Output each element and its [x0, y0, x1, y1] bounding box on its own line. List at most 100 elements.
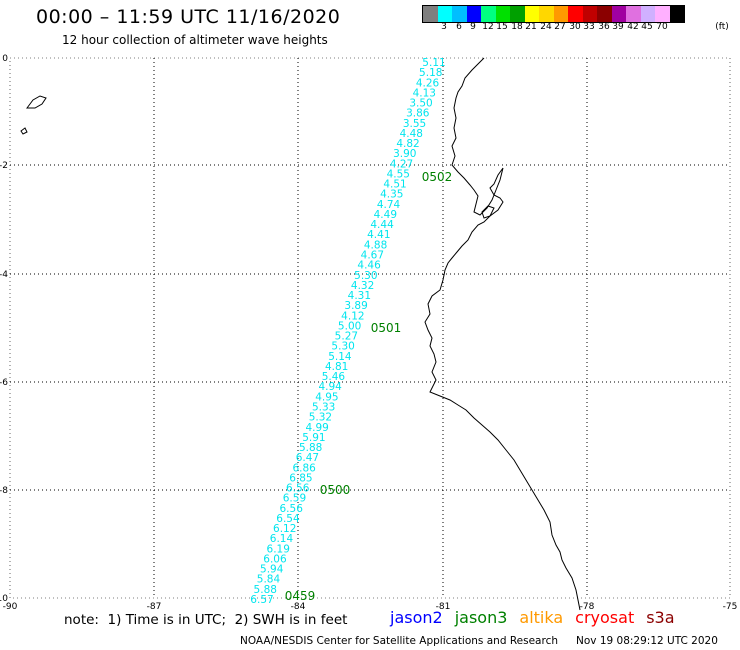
timestamp-text: Nov 19 08:29:12 UTC 2020: [576, 635, 718, 647]
scale-swatch: [481, 6, 496, 22]
wave-height-color-scale: [422, 5, 685, 23]
coastline: [20, 57, 581, 611]
longitude-tick-label: -75: [723, 602, 738, 612]
latitude-tick-label: -10: [0, 594, 8, 604]
wave-height-label: 4.48: [400, 128, 423, 140]
satellite-legend-s3a: s3a: [646, 608, 675, 627]
scale-swatch: [510, 6, 525, 22]
wave-height-label: 3.50: [409, 98, 432, 110]
wave-height-label: 4.82: [396, 138, 419, 150]
scale-swatch: [597, 6, 612, 22]
satellite-legend-jason3: jason3: [454, 608, 508, 627]
axis-labels: -90 -87 -84 -81 -78 -75 0 -2 -4 -6 -8 -10: [0, 54, 737, 612]
wave-height-label: 4.81: [325, 361, 348, 373]
satellite-legend-cryosat: cryosat: [575, 608, 635, 627]
wave-height-label: 5.30: [354, 270, 377, 282]
wave-height-label: 3.89: [344, 300, 367, 312]
wave-height-label: 5.84: [257, 574, 281, 586]
latitude-tick-label: 0: [2, 54, 8, 64]
scale-swatch: [423, 6, 438, 22]
scale-label: 3: [441, 22, 447, 32]
wave-height-label: 4.74: [377, 199, 401, 211]
wave-height-label: 3.55: [403, 118, 426, 130]
scale-label: 9: [470, 22, 476, 32]
scale-swatch: [640, 6, 655, 22]
time-label: 0459: [285, 589, 316, 603]
wave-height-label: 4.13: [413, 87, 436, 99]
wave-height-label: 4.88: [364, 239, 387, 251]
wave-height-label: 5.88: [299, 442, 322, 454]
scale-label: 70: [656, 22, 668, 32]
longitude-tick-label: -90: [3, 602, 18, 612]
longitude-tick-label: -81: [436, 602, 451, 612]
wave-height-label: 4.67: [361, 250, 384, 262]
satellite-legend-jason2: jason2: [390, 608, 443, 627]
wave-height-label: 4.26: [416, 77, 440, 89]
scale-unit-label: (ft): [715, 22, 729, 32]
scale-label: 15: [496, 22, 508, 32]
wave-height-label: 4.49: [374, 209, 397, 221]
wave-height-label: 6.54: [276, 513, 300, 525]
wave-height-label: 3.90: [393, 148, 416, 160]
map-frame: [9, 57, 731, 599]
latitude-tick-label: -4: [0, 270, 8, 280]
scale-swatch: [495, 6, 510, 22]
longitude-tick-label: -87: [147, 602, 162, 612]
scale-swatch: [466, 6, 481, 22]
wave-height-label: 4.35: [380, 189, 403, 201]
wave-height-label: 5.00: [338, 320, 361, 332]
color-scale-labels: 3 6 9 12 15 18 21 24 27 30 33 36 39 42 45 70 (ft): [422, 22, 740, 34]
satellite-track-jason3: 5.115.184.264.133.503.863.554.484.823.90…: [250, 57, 452, 606]
wave-height-label: 6.56: [280, 503, 304, 515]
wave-height-label: 4.41: [367, 229, 390, 241]
wave-height-label: 5.33: [312, 401, 335, 413]
wave-height-label: 4.44: [370, 219, 394, 231]
wave-height-label: 5.94: [260, 564, 284, 576]
scale-swatch: [582, 6, 597, 22]
wave-height-label: 4.32: [351, 280, 374, 292]
time-label: 0502: [422, 170, 453, 184]
wave-height-label: 3.86: [406, 108, 430, 120]
scale-label: 6: [456, 22, 462, 32]
wave-height-label: 4.55: [387, 168, 410, 180]
scale-swatch: [539, 6, 554, 22]
wave-height-label: 6.14: [270, 533, 294, 545]
wave-height-label: 5.27: [335, 331, 358, 343]
south-america-coastline: [424, 57, 581, 611]
credit-text: NOAA/NESDIS Center for Satellite Applica…: [240, 635, 558, 647]
galapagos-islet: [20, 127, 28, 135]
map-title: 00:00 – 11:59 UTC 11/16/2020: [36, 6, 341, 28]
wave-height-label: 6.59: [283, 493, 306, 505]
scale-swatch: [568, 6, 583, 22]
note-text: note: 1) Time is in UTC; 2) SWH is in fe…: [64, 612, 348, 628]
wave-height-label: 6.85: [289, 472, 312, 484]
scale-swatch: [655, 6, 670, 22]
wave-height-label: 6.56: [286, 483, 310, 495]
wave-height-label: 5.91: [302, 432, 325, 444]
footer: NOAA/NESDIS Center for Satellite Applica…: [240, 635, 718, 647]
latitude-tick-label: -8: [0, 486, 8, 496]
scale-label: 39: [612, 22, 624, 32]
scale-label: 18: [511, 22, 523, 32]
satellite-legend-altika: altika: [519, 608, 564, 627]
wave-height-label: 4.31: [348, 290, 371, 302]
scale-label: 33: [583, 22, 595, 32]
scale-swatch: [626, 6, 641, 22]
scale-label: 42: [627, 22, 639, 32]
scale-label: 21: [525, 22, 537, 32]
wave-height-label: 4.51: [383, 179, 406, 191]
scale-swatch: [611, 6, 626, 22]
wave-height-label: 6.86: [292, 462, 316, 474]
wave-height-label: 4.95: [315, 391, 338, 403]
scale-swatch: [553, 6, 568, 22]
scale-swatch: [524, 6, 539, 22]
wave-height-label: 5.88: [254, 584, 277, 596]
time-label: 0501: [371, 321, 402, 335]
scale-label: 45: [641, 22, 653, 32]
wave-height-label: 6.06: [263, 553, 287, 565]
satellite-legend: jason2 jason3 altika cryosat s3a: [390, 608, 687, 627]
wave-height-label: 5.46: [322, 371, 346, 383]
wave-height-label: 6.57: [250, 594, 273, 606]
latitude-tick-label: -6: [0, 378, 8, 388]
